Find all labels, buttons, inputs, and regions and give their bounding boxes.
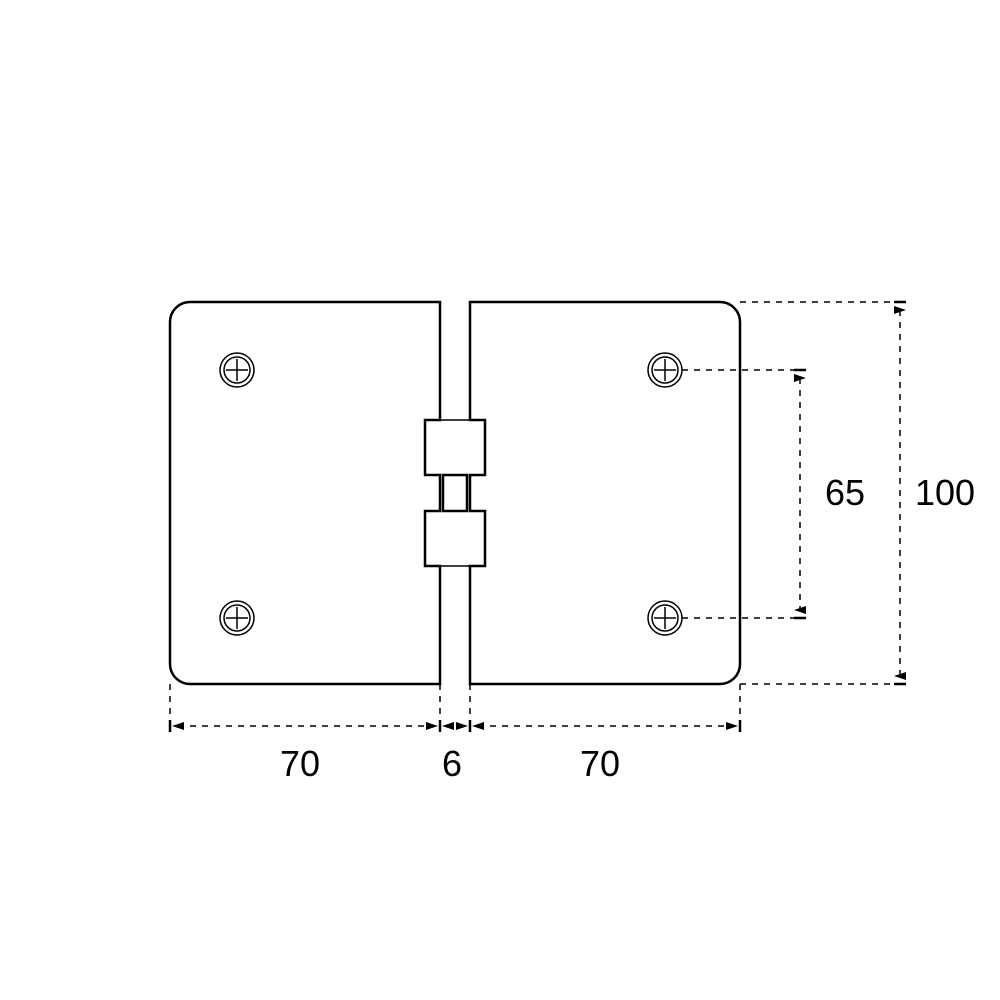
dimension-label: 65 (825, 472, 865, 513)
left-plate (170, 302, 440, 684)
dimension-label: 100 (915, 472, 975, 513)
screw-icon (648, 353, 682, 387)
hinge-technical-drawing: 70 6 70 65 100 (0, 0, 1000, 1000)
dimension-label: 70 (280, 743, 320, 784)
dimension-label: 70 (580, 743, 620, 784)
screw-icon (220, 353, 254, 387)
right-plate (470, 302, 740, 684)
hinge-knuckle (443, 475, 467, 511)
screw-icon (648, 601, 682, 635)
screw-icon (220, 601, 254, 635)
dimension-label: 6 (442, 743, 462, 784)
